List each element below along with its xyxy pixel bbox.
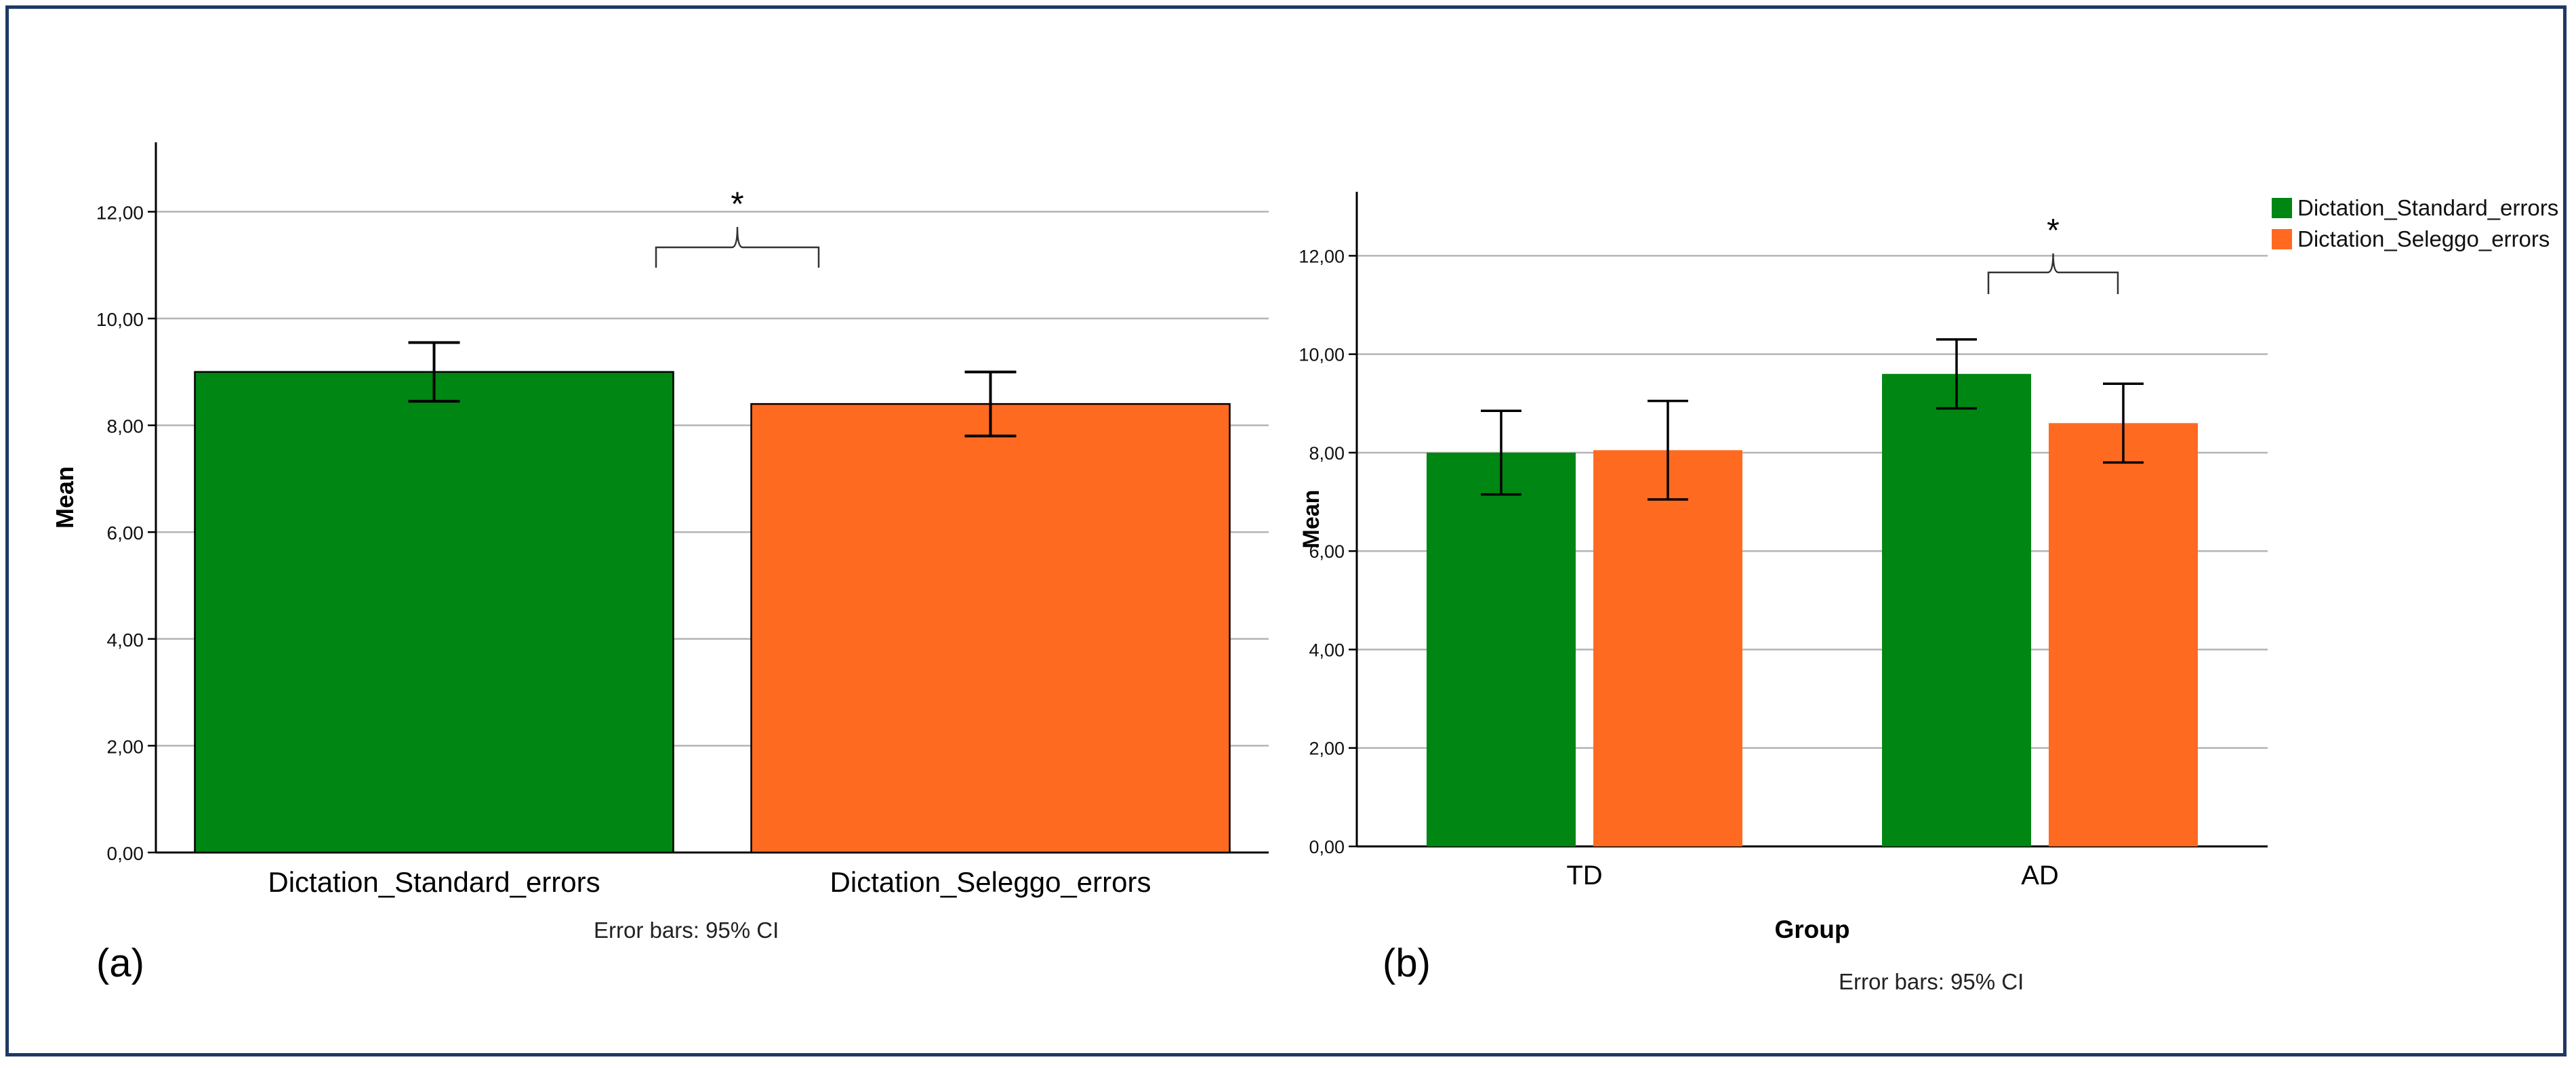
y-tick-label: 4,00 (107, 630, 144, 651)
figure-frame (5, 5, 2567, 1056)
bar-ad-standard (1882, 373, 2031, 846)
x-axis-label: Group (1775, 916, 1850, 943)
significance-asterisk: * (731, 185, 743, 223)
legend-label: Dictation_Standard_errors (2297, 195, 2558, 220)
panel-b-label: (b) (1383, 941, 1431, 985)
y-tick-label: 10,00 (1299, 345, 1345, 365)
significance-asterisk: * (2047, 213, 2060, 249)
bar-seleggo (750, 403, 1231, 854)
legend-swatch-standard (2272, 198, 2292, 218)
y-tick-label: 0,00 (107, 843, 144, 864)
x-category-label: Dictation_Standard_errors (268, 866, 600, 898)
y-tick-label: 6,00 (1309, 541, 1345, 562)
panel-a-label: (a) (96, 941, 144, 985)
bar-td-seleggo (1593, 450, 1742, 846)
bar-ad-seleggo (2049, 423, 2198, 846)
panel-b-footnote: Error bars: 95% CI (1839, 969, 2024, 994)
y-tick-label: 12,00 (1299, 246, 1345, 266)
y-tick-label: 10,00 (96, 309, 144, 330)
y-tick-label: 0,00 (1309, 837, 1345, 857)
y-tick-label: 2,00 (1309, 739, 1345, 759)
x-category-label: AD (2021, 861, 2059, 890)
y-tick-label: 4,00 (1309, 640, 1345, 660)
panel-a-footnote: Error bars: 95% CI (594, 918, 779, 943)
x-category-label: Dictation_Seleggo_errors (830, 866, 1151, 898)
y-axis-label: Mean (1299, 490, 1324, 549)
y-axis-label: Mean (51, 466, 79, 529)
y-tick-label: 12,00 (96, 202, 144, 223)
y-tick-label: 8,00 (1309, 443, 1345, 464)
significance-bracket (655, 226, 820, 268)
significance-bracket (1987, 253, 2119, 294)
x-category-label: TD (1566, 861, 1602, 890)
y-tick-label: 8,00 (107, 416, 144, 437)
bar-td-standard (1427, 452, 1576, 846)
bar-standard (194, 371, 674, 854)
y-tick-label: 2,00 (107, 736, 144, 757)
y-tick-label: 6,00 (107, 522, 144, 543)
legend-swatch-seleggo (2272, 229, 2292, 249)
legend-label: Dictation_Seleggo_errors (2297, 226, 2550, 251)
